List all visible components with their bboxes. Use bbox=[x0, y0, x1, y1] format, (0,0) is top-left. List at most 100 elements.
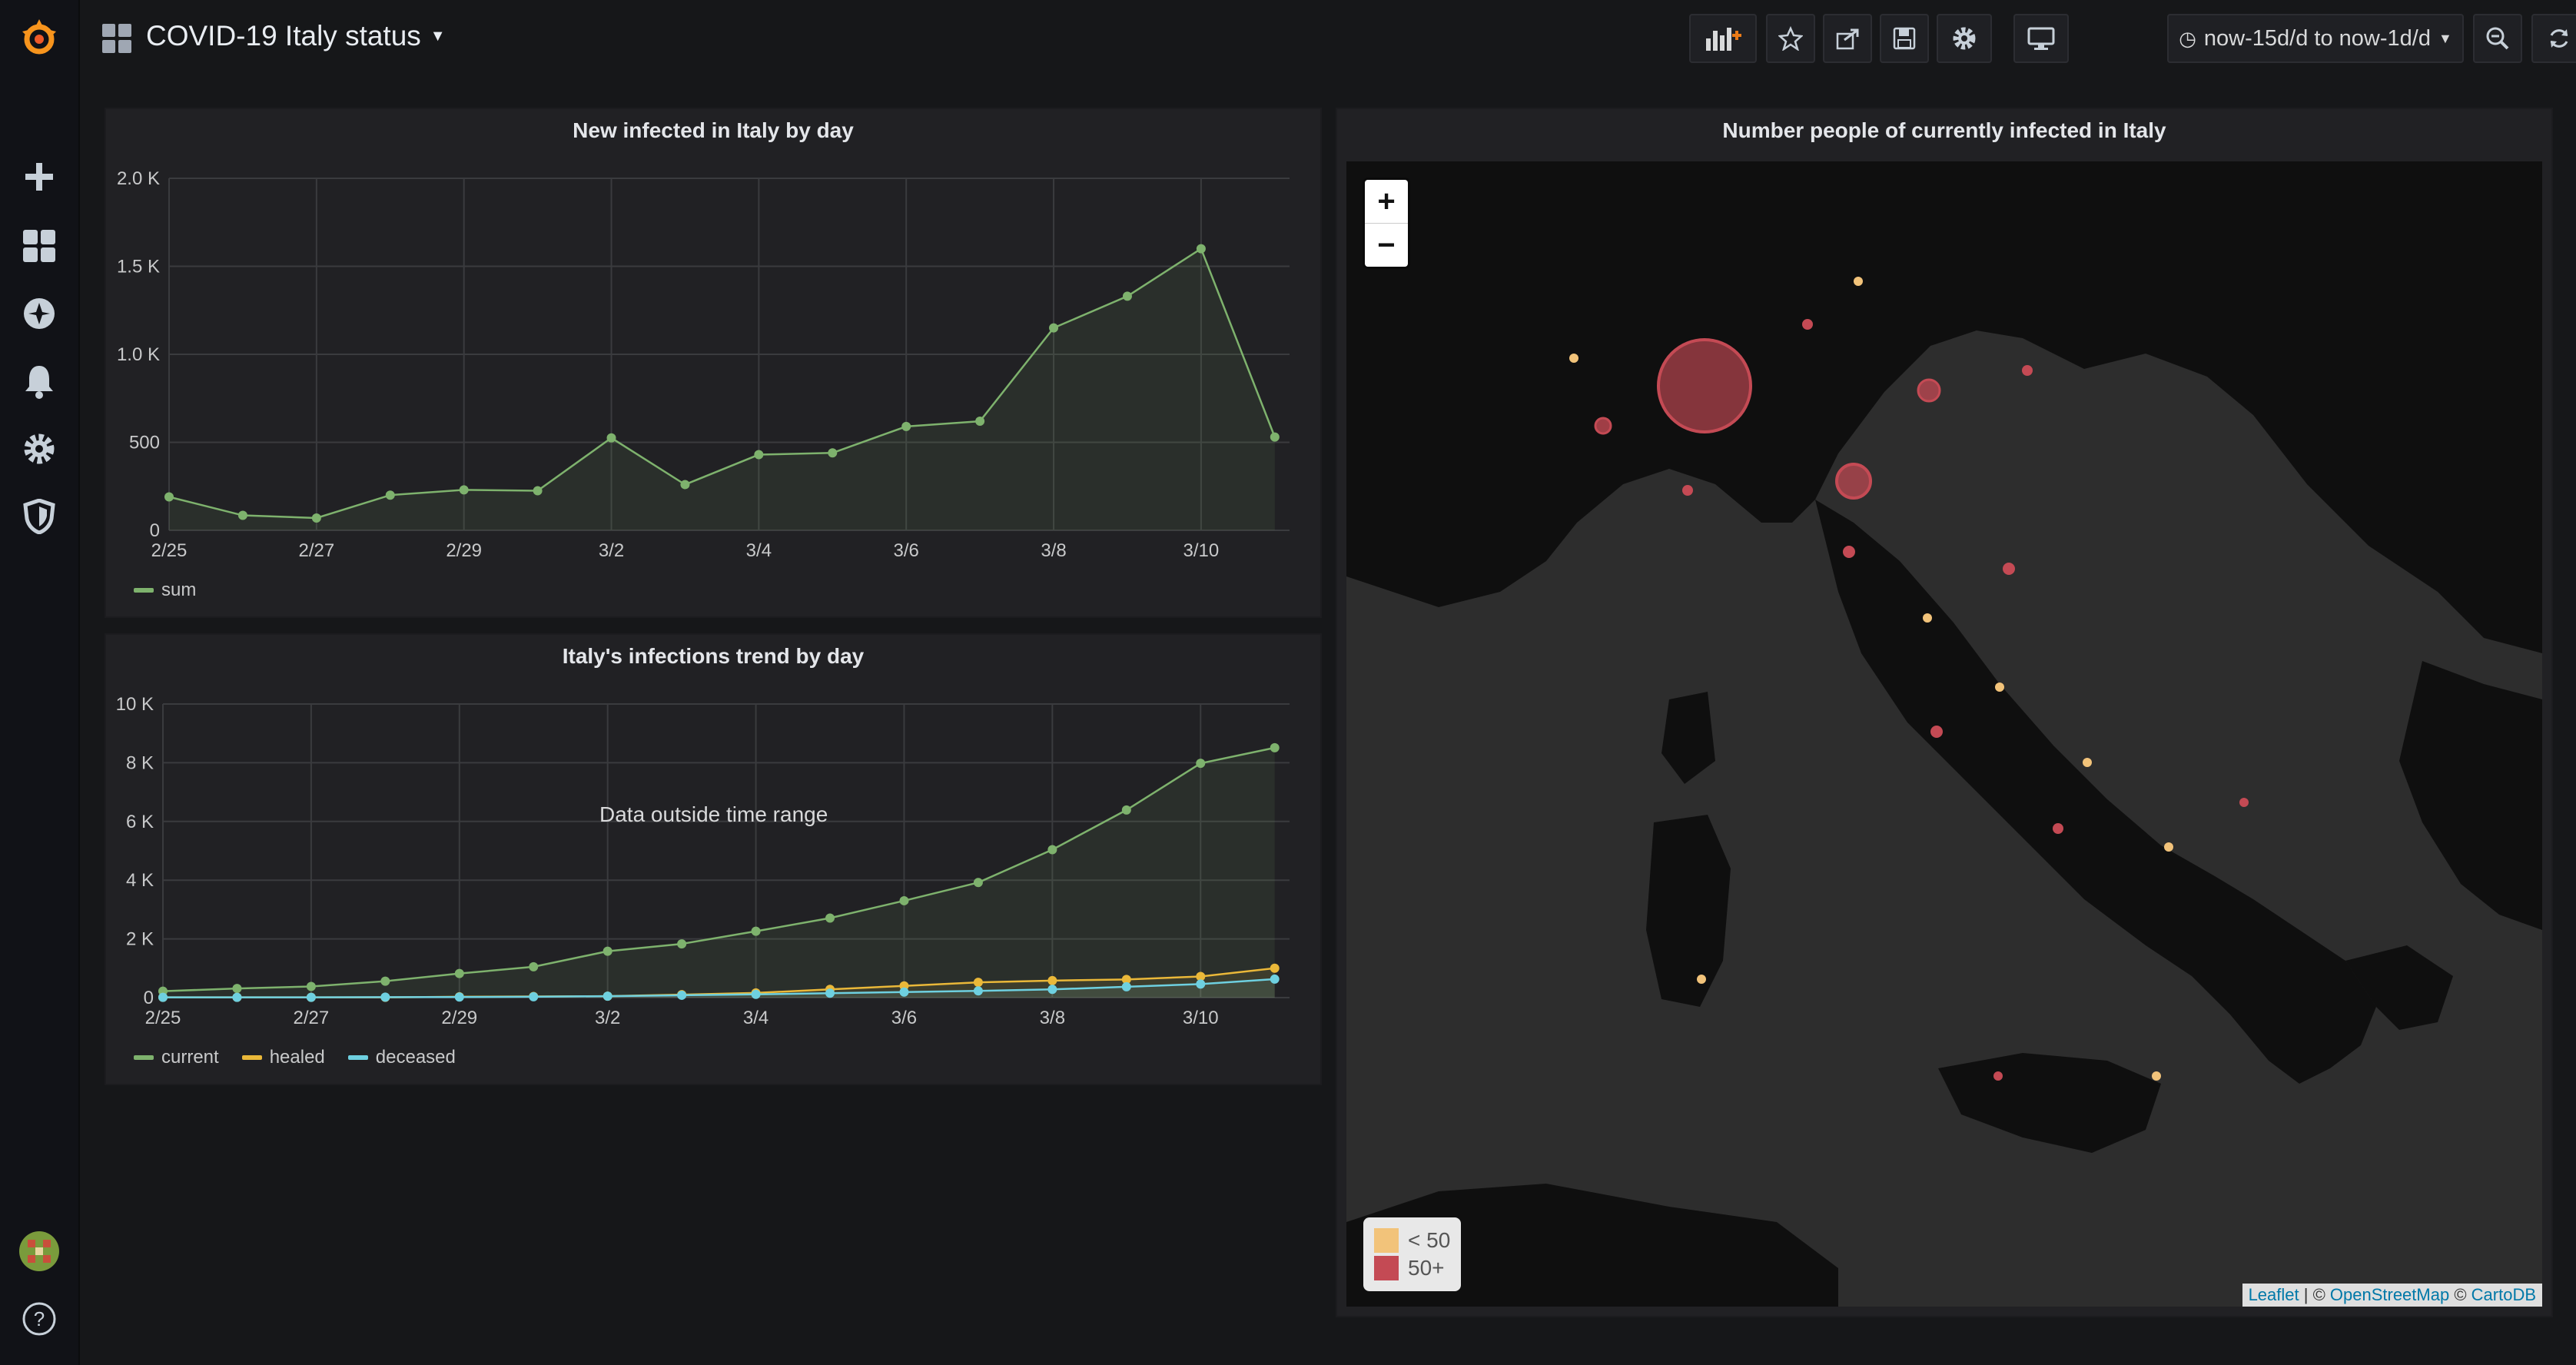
data-point-deceased[interactable] bbox=[1047, 985, 1057, 995]
data-point-current[interactable] bbox=[677, 939, 687, 949]
explore-icon[interactable] bbox=[0, 291, 78, 337]
panel-title[interactable]: Italy's infections trend by day bbox=[562, 644, 865, 668]
legend-item-current[interactable]: current bbox=[134, 1047, 219, 1068]
data-point-current[interactable] bbox=[825, 913, 835, 923]
data-point-sum[interactable] bbox=[1196, 244, 1206, 254]
data-point-sum[interactable] bbox=[311, 513, 321, 523]
data-point-sum[interactable] bbox=[754, 450, 764, 460]
map-legend-row-low: < 50 bbox=[1374, 1227, 1450, 1254]
data-point-deceased[interactable] bbox=[1270, 974, 1280, 984]
data-point-current[interactable] bbox=[232, 984, 242, 994]
save-button[interactable] bbox=[1880, 14, 1929, 63]
data-point-deceased[interactable] bbox=[158, 992, 168, 1002]
data-point-deceased[interactable] bbox=[529, 991, 539, 1001]
magnifier-minus-icon bbox=[2486, 27, 2509, 50]
tv-mode-button[interactable] bbox=[2013, 14, 2069, 63]
data-point-deceased[interactable] bbox=[603, 991, 612, 1001]
chart-legend: sum bbox=[134, 580, 196, 601]
map-land-africa bbox=[1346, 1184, 1838, 1307]
data-point-deceased[interactable] bbox=[380, 992, 390, 1002]
zoom-out-time-button[interactable] bbox=[2473, 14, 2522, 63]
data-point-current[interactable] bbox=[1047, 845, 1057, 855]
data-point-sum[interactable] bbox=[533, 486, 543, 496]
data-point-sum[interactable] bbox=[606, 433, 616, 443]
shield-icon[interactable] bbox=[0, 493, 78, 540]
settings-button[interactable] bbox=[1937, 14, 1992, 63]
data-point-current[interactable] bbox=[454, 968, 464, 978]
data-point-sum[interactable] bbox=[901, 421, 911, 431]
x-tick-label: 3/2 bbox=[599, 540, 624, 561]
help-icon[interactable]: ? bbox=[0, 1296, 78, 1342]
gear-icon[interactable] bbox=[0, 426, 78, 472]
data-point-deceased[interactable] bbox=[454, 992, 464, 1002]
legend-item-deceased[interactable]: deceased bbox=[347, 1047, 456, 1068]
openstreetmap-link[interactable]: OpenStreetMap bbox=[2329, 1285, 2450, 1304]
data-point-current[interactable] bbox=[973, 878, 983, 888]
data-point-healed[interactable] bbox=[1047, 975, 1057, 985]
data-point-healed[interactable] bbox=[1121, 975, 1131, 985]
data-point-deceased[interactable] bbox=[306, 992, 316, 1002]
data-point-current[interactable] bbox=[1196, 759, 1206, 769]
data-point-sum[interactable] bbox=[1122, 291, 1132, 301]
data-point-sum[interactable] bbox=[975, 417, 985, 427]
leaflet-link[interactable]: Leaflet bbox=[2248, 1285, 2299, 1304]
panel-title[interactable]: Number people of currently infected in I… bbox=[1722, 118, 2166, 142]
data-outside-time-range-text: Data outside time range bbox=[599, 802, 828, 826]
data-point-deceased[interactable] bbox=[1196, 979, 1206, 989]
dashboard-grid-icon[interactable] bbox=[101, 23, 132, 58]
data-point-deceased[interactable] bbox=[751, 989, 761, 999]
dashboard-title[interactable]: COVID-19 Italy status ▼ bbox=[146, 20, 446, 52]
attribution-separator: © bbox=[2449, 1285, 2471, 1304]
data-point-sum[interactable] bbox=[385, 490, 395, 500]
data-point-current[interactable] bbox=[899, 895, 909, 905]
data-point-current[interactable] bbox=[603, 946, 612, 956]
refresh-button[interactable] bbox=[2531, 14, 2576, 63]
worldmap[interactable]: + − < 50 50+ Leaflet | © OpenStreetMap ©… bbox=[1346, 161, 2542, 1307]
avatar[interactable] bbox=[0, 1228, 78, 1274]
data-point-sum[interactable] bbox=[1049, 323, 1059, 333]
data-point-sum[interactable] bbox=[680, 480, 690, 490]
legend-item-healed[interactable]: healed bbox=[241, 1047, 325, 1068]
data-point-healed[interactable] bbox=[1196, 971, 1206, 981]
data-point-current[interactable] bbox=[1121, 805, 1131, 815]
data-point-deceased[interactable] bbox=[677, 990, 687, 1000]
bell-icon[interactable] bbox=[0, 358, 78, 404]
add-panel-button[interactable] bbox=[1689, 14, 1757, 63]
data-point-current[interactable] bbox=[306, 981, 316, 991]
data-point-current[interactable] bbox=[380, 976, 390, 986]
data-point-deceased[interactable] bbox=[825, 988, 835, 998]
data-point-current[interactable] bbox=[529, 961, 539, 971]
data-point-deceased[interactable] bbox=[1121, 981, 1131, 991]
data-point-sum[interactable] bbox=[164, 492, 174, 502]
data-point-healed[interactable] bbox=[1270, 963, 1280, 973]
plus-icon[interactable] bbox=[0, 154, 78, 200]
data-point-healed[interactable] bbox=[973, 978, 983, 988]
dashboards-icon[interactable] bbox=[0, 223, 78, 269]
zoom-in-button[interactable]: + bbox=[1365, 180, 1408, 224]
data-point-deceased[interactable] bbox=[899, 987, 909, 997]
save-icon bbox=[1893, 27, 1916, 50]
data-point-sum[interactable] bbox=[459, 485, 469, 495]
share-button[interactable] bbox=[1823, 14, 1872, 63]
zoom-out-button[interactable]: − bbox=[1377, 227, 1396, 262]
svg-text:?: ? bbox=[34, 1307, 45, 1330]
data-point-deceased[interactable] bbox=[973, 986, 983, 996]
data-point-sum[interactable] bbox=[237, 510, 247, 520]
grafana-logo-icon[interactable] bbox=[0, 11, 78, 65]
legend-item-sum[interactable]: sum bbox=[134, 580, 196, 601]
data-point-current[interactable] bbox=[1270, 742, 1280, 752]
data-point-current[interactable] bbox=[751, 926, 761, 936]
y-tick-label: 8 K bbox=[126, 752, 154, 773]
star-button[interactable] bbox=[1766, 14, 1815, 63]
map-land-corsica bbox=[1661, 692, 1715, 784]
y-tick-label: 4 K bbox=[126, 870, 154, 891]
cartodb-link[interactable]: CartoDB bbox=[2471, 1285, 2536, 1304]
time-range-picker[interactable]: ◷ now-15d/d to now-1d/d ▼ bbox=[2167, 14, 2464, 63]
caret-down-icon: ▼ bbox=[430, 27, 446, 45]
y-tick-label: 6 K bbox=[126, 812, 154, 832]
panel-title[interactable]: New infected in Italy by day bbox=[573, 118, 854, 142]
data-point-deceased[interactable] bbox=[232, 992, 242, 1002]
data-point-sum[interactable] bbox=[1270, 432, 1280, 442]
x-tick-label: 2/25 bbox=[151, 540, 188, 561]
data-point-sum[interactable] bbox=[828, 448, 838, 458]
